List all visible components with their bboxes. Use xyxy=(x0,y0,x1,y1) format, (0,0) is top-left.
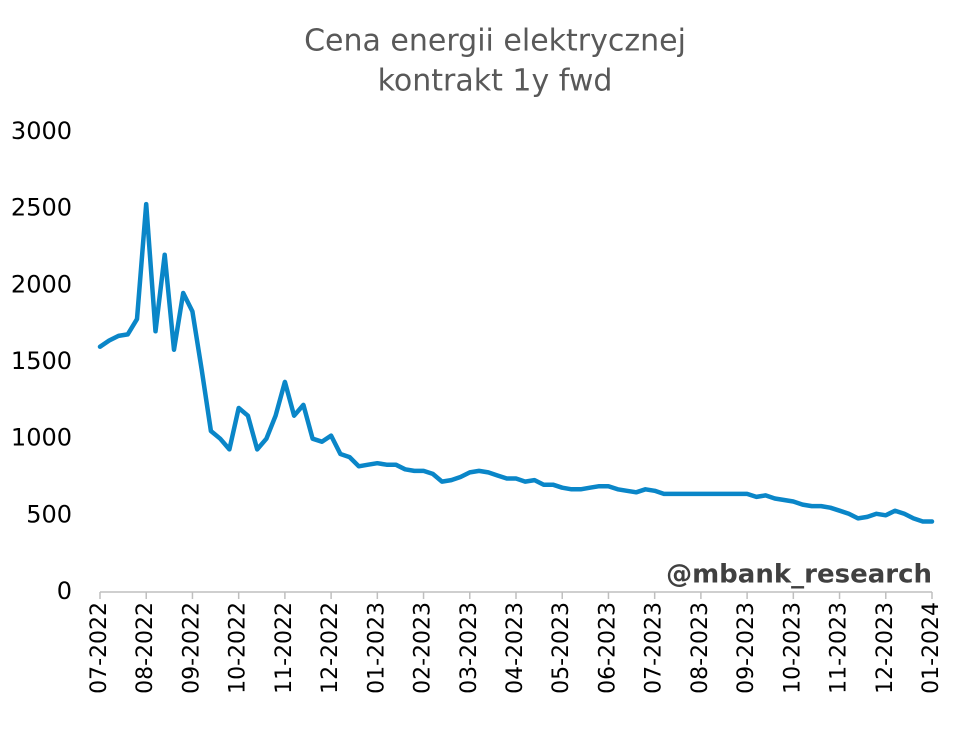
y-tick-label: 500 xyxy=(26,500,72,528)
y-tick-label: 1500 xyxy=(11,347,72,375)
price-line xyxy=(97,201,935,524)
x-tick-label: 12-2022 xyxy=(318,602,343,694)
x-tick-label: 10-2023 xyxy=(780,602,805,694)
x-tick-label: 06-2023 xyxy=(595,602,620,694)
x-tick-label: 12-2023 xyxy=(873,602,898,694)
x-tick-label: 10-2022 xyxy=(226,602,251,694)
chart-title: Cena energii elektrycznej xyxy=(304,24,686,59)
x-tick-label: 08-2022 xyxy=(133,602,158,694)
y-tick-label: 0 xyxy=(57,577,72,605)
y-tick-label: 1000 xyxy=(11,424,72,452)
annotation: @mbank_research xyxy=(666,560,932,590)
x-tick-label: 11-2022 xyxy=(272,602,297,694)
y-tick-label: 2500 xyxy=(11,194,72,222)
x-tick-label: 07-2022 xyxy=(87,602,112,694)
x-tick-label: 03-2023 xyxy=(457,602,482,694)
x-tick-label: 09-2022 xyxy=(179,602,204,694)
chart-title: kontrakt 1y fwd xyxy=(378,64,613,99)
y-tick-label: 2000 xyxy=(11,270,72,298)
x-tick-label: 01-2023 xyxy=(364,602,389,694)
x-tick-label: 08-2023 xyxy=(688,602,713,694)
x-tick-label: 11-2023 xyxy=(827,602,852,694)
x-tick-label: 01-2024 xyxy=(919,602,944,694)
x-tick-label: 05-2023 xyxy=(549,602,574,694)
x-tick-label: 09-2023 xyxy=(734,602,759,694)
x-tick-label: 04-2023 xyxy=(503,602,528,694)
x-tick-label: 07-2023 xyxy=(642,602,667,694)
x-tick-label: 02-2023 xyxy=(411,602,436,694)
y-tick-label: 3000 xyxy=(11,117,72,145)
